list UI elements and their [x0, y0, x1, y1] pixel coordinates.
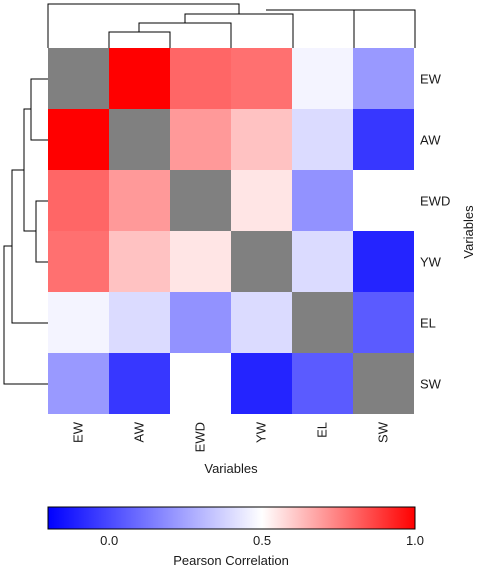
heatmap-cell: [231, 231, 292, 292]
column-label: YW: [254, 421, 269, 443]
dendrogram-branch: [3, 245, 48, 385]
row-label: YW: [420, 255, 442, 270]
heatmap-cell: [292, 353, 353, 414]
heatmap-cell: [292, 48, 353, 109]
heatmap-cell: [48, 48, 109, 109]
heatmap-cell: [231, 109, 292, 170]
dendrogram-branch: [47, 3, 240, 48]
heatmap-cell: [353, 109, 414, 170]
heatmap-cell: [48, 170, 109, 231]
dendrogram-branch: [184, 13, 294, 48]
heatmap-cell: [292, 109, 353, 170]
heatmap-cell: [48, 353, 109, 414]
column-label: EL: [315, 422, 330, 438]
heatmap-cell: [353, 48, 414, 109]
colorbar-label: Pearson Correlation: [173, 553, 289, 568]
heatmap-cell: [292, 292, 353, 353]
colorbar: [47, 506, 416, 530]
column-dendrogram: [47, 3, 416, 48]
heatmap-cell: [231, 170, 292, 231]
heatmap-cell: [170, 292, 231, 353]
heatmap-cell: [109, 231, 170, 292]
dendrogram-branch: [11, 169, 48, 324]
heatmap-cell: [109, 109, 170, 170]
row-label: EL: [420, 316, 436, 331]
colorbar-tick-label: 1.0: [406, 533, 424, 548]
dendrogram-branch: [23, 108, 36, 232]
heatmap-cell: [353, 170, 414, 231]
heatmap-cell: [292, 170, 353, 231]
colorbar-ticks: 0.0 0.5 1.0: [100, 533, 424, 548]
heatmap-cell: [170, 109, 231, 170]
row-labels: EW AW EWD YW EL SW: [420, 72, 450, 392]
heatmap-cell: [231, 353, 292, 414]
column-label: AW: [132, 421, 147, 442]
column-label: SW: [376, 421, 391, 443]
dendrogram-branch: [35, 200, 48, 263]
y-axis-title: Variables: [461, 205, 476, 259]
heatmap-cell: [292, 231, 353, 292]
heatmap-cell: [170, 170, 231, 231]
colorbar-tick-label: 0.0: [100, 533, 118, 548]
row-label: EWD: [420, 194, 450, 209]
row-label: EW: [420, 72, 442, 87]
heatmap-cells: [48, 48, 414, 414]
heatmap-cell: [231, 48, 292, 109]
dendrogram-branch: [108, 31, 171, 48]
dendrogram-branch: [30, 78, 48, 141]
dendrogram-branch: [138, 22, 232, 48]
heatmap-cell: [109, 48, 170, 109]
heatmap-cell: [170, 48, 231, 109]
heatmap-cell: [109, 353, 170, 414]
heatmap-cell: [353, 292, 414, 353]
column-labels: EW AW EWD YW EL SW: [71, 421, 391, 452]
colorbar-tick-label: 0.5: [253, 533, 271, 548]
heatmap-cell: [109, 292, 170, 353]
heatmap-cell: [48, 109, 109, 170]
heatmap-cell: [48, 292, 109, 353]
heatmap-cell: [353, 231, 414, 292]
heatmap-cell: [109, 170, 170, 231]
heatmap-cell: [170, 231, 231, 292]
heatmap-cell: [48, 231, 109, 292]
row-label: SW: [420, 377, 442, 392]
dendrogram-branch: [353, 9, 416, 48]
column-label: EWD: [193, 422, 208, 452]
heatmap-cell: [353, 353, 414, 414]
heatmap-cell: [170, 353, 231, 414]
column-label: EW: [71, 421, 86, 443]
heatmap-cell: [231, 292, 292, 353]
row-dendrogram: [3, 78, 48, 385]
x-axis-title: Variables: [204, 461, 258, 476]
row-label: AW: [420, 133, 441, 148]
